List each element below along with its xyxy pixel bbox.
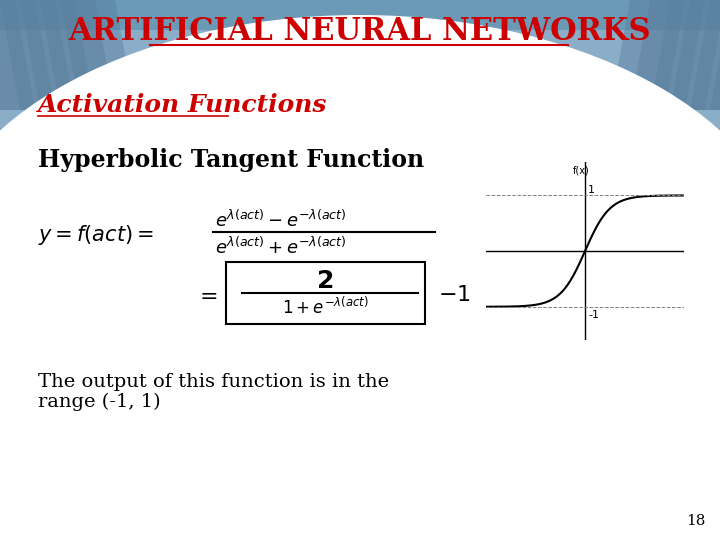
Text: f(x): f(x) <box>572 165 590 175</box>
Text: The output of this function is in the: The output of this function is in the <box>38 373 389 391</box>
Bar <box>0 0 720 30</box>
Polygon shape <box>710 0 720 110</box>
Polygon shape <box>0 0 55 110</box>
Polygon shape <box>610 0 685 110</box>
Text: $e^{\lambda(act)} - e^{-\lambda(act)}$: $e^{\lambda(act)} - e^{-\lambda(act)}$ <box>215 210 346 231</box>
Text: Hyperbolic Tangent Function: Hyperbolic Tangent Function <box>38 148 424 172</box>
Text: $y = f(act) =$: $y = f(act) =$ <box>38 223 154 247</box>
Text: range (-1, 1): range (-1, 1) <box>38 393 161 411</box>
Polygon shape <box>0 0 75 110</box>
Polygon shape <box>650 0 720 110</box>
Polygon shape <box>670 0 720 110</box>
Text: $1 + e^{-\lambda(act)}$: $1 + e^{-\lambda(act)}$ <box>282 296 369 318</box>
Text: $e^{\lambda(act)} + e^{-\lambda(act)}$: $e^{\lambda(act)} + e^{-\lambda(act)}$ <box>215 237 346 258</box>
Text: 18: 18 <box>685 514 705 528</box>
Polygon shape <box>20 0 95 110</box>
Text: -1: -1 <box>588 310 599 320</box>
Text: 1: 1 <box>588 185 595 194</box>
FancyBboxPatch shape <box>226 262 425 324</box>
Polygon shape <box>630 0 705 110</box>
Polygon shape <box>0 0 35 110</box>
Bar <box>0 0 720 150</box>
Text: $- 1$: $- 1$ <box>438 284 471 306</box>
Polygon shape <box>60 0 135 110</box>
Text: ARTIFICIAL NEURAL NETWORKS: ARTIFICIAL NEURAL NETWORKS <box>68 17 652 48</box>
Text: $\mathbf{2}$: $\mathbf{2}$ <box>316 269 333 293</box>
Polygon shape <box>690 0 720 110</box>
Text: $=$: $=$ <box>195 284 217 306</box>
Bar <box>0 320 720 540</box>
Polygon shape <box>40 0 115 110</box>
Ellipse shape <box>0 15 720 525</box>
Text: Activation Functions: Activation Functions <box>38 93 328 117</box>
